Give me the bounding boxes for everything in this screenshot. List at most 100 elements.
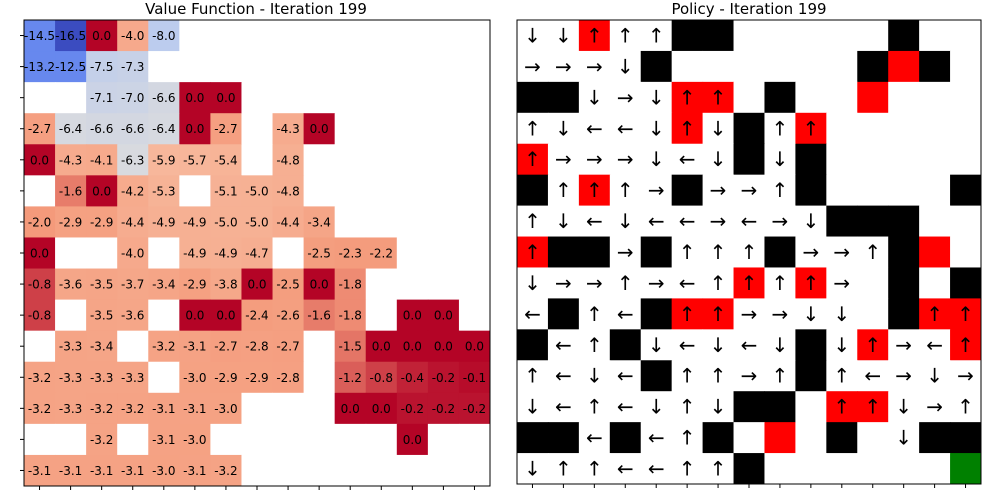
value-cell (365, 330, 398, 363)
policy-cell (733, 267, 765, 299)
value-cell (334, 20, 367, 52)
policy-cell (733, 81, 765, 114)
policy-arrow: → (895, 333, 912, 357)
value-cell (396, 299, 429, 332)
policy-arrow: ← (926, 333, 943, 357)
policy-cell (609, 360, 642, 392)
policy-cell (578, 453, 611, 485)
policy-cell (702, 360, 735, 392)
value-cell (272, 268, 305, 301)
value-cell (396, 268, 429, 301)
value-cell (117, 175, 149, 207)
policy-cell (640, 205, 673, 238)
wall-cell (702, 20, 735, 52)
policy-cell (671, 267, 704, 299)
value-label: 0.0 (185, 309, 204, 323)
policy-arrow: ↑ (679, 364, 696, 388)
value-cell (117, 392, 149, 425)
policy-grid: ↓ ↓ ↑ ↑ ↑ → → → ↓ ↓ → ↓ ↑ ↑ ↑ ↓ ← ← ↓ ↑ ↓ ↑ ↑ ↑ → → → ↓ ← ↓ ↓ ↑ ↑ ↑ → → → ↑ ↑ ↓… (517, 20, 982, 485)
policy-arrow: ← (648, 209, 665, 233)
policy-cell (950, 112, 982, 145)
value-cell (365, 113, 398, 145)
value-cell (148, 20, 180, 52)
value-label: -3.4 (307, 215, 330, 229)
value-label: 0.0 (403, 340, 422, 354)
value-label: -2.4 (245, 309, 268, 323)
value-label: -3.1 (90, 464, 113, 478)
value-cell (241, 330, 274, 363)
value-cell (427, 392, 460, 425)
value-cell (396, 206, 429, 238)
value-cell (396, 144, 429, 176)
policy-cell (795, 112, 827, 145)
policy-arrow: ↓ (710, 395, 727, 419)
policy-arrow: ↓ (524, 395, 541, 419)
policy-arrow: ↓ (648, 395, 665, 419)
value-label: -0.1 (463, 371, 486, 385)
policy-axes (516, 19, 982, 488)
wall-cell (671, 174, 704, 207)
value-label: -12.5 (55, 60, 86, 74)
value-cell (272, 392, 305, 425)
wall-cell (795, 329, 827, 361)
value-cell (117, 82, 149, 114)
policy-arrow: → (833, 240, 850, 264)
value-cell (334, 330, 367, 363)
value-cell (55, 175, 87, 207)
policy-cell (671, 236, 704, 268)
wall-cell (733, 453, 765, 485)
value-cell (117, 237, 149, 270)
value-cell (210, 299, 242, 332)
policy-arrow: ← (741, 333, 758, 357)
policy-cell (578, 205, 611, 238)
policy-arrow: ↑ (617, 271, 634, 295)
value-cell (117, 454, 149, 487)
policy-cell (826, 112, 858, 145)
value-label: 0.0 (310, 278, 329, 292)
value-cell (24, 423, 56, 456)
value-label: 0.0 (434, 309, 453, 323)
policy-arrow: ← (617, 364, 634, 388)
value-label: 0.0 (185, 122, 204, 136)
value-cell (210, 423, 242, 456)
value-cell (86, 175, 118, 207)
policy-arrow: ← (586, 116, 603, 140)
value-cell (86, 299, 118, 332)
policy-cell (857, 453, 889, 485)
policy-cell (517, 143, 549, 176)
policy-cell (733, 329, 765, 361)
wall-cell (547, 298, 580, 330)
policy-cell (640, 81, 673, 114)
policy-cell (795, 81, 827, 114)
policy-arrow: ↑ (802, 116, 819, 140)
value-cell (55, 361, 87, 394)
value-cell (458, 330, 491, 363)
value-cell (272, 144, 305, 176)
value-label: -0.8 (28, 278, 51, 292)
value-cell (458, 113, 491, 145)
policy-cell (919, 453, 951, 485)
policy-arrow: ↓ (895, 426, 912, 450)
value-cell (365, 454, 398, 487)
policy-cell (609, 174, 642, 207)
policy-cell (857, 236, 889, 268)
value-cell (179, 206, 211, 238)
wall-cell (640, 50, 673, 83)
policy-arrow: ↓ (648, 116, 665, 140)
value-cell (86, 51, 118, 83)
policy-arrow: → (648, 178, 665, 202)
value-cell (365, 20, 398, 52)
value-cell (148, 454, 180, 487)
policy-cell (671, 453, 704, 485)
policy-cell (950, 298, 982, 330)
policy-arrow: ↓ (802, 302, 819, 326)
value-label: -3.0 (183, 371, 206, 385)
value-label: 0.0 (372, 340, 391, 354)
wall-cell (671, 20, 704, 52)
policy-arrow: ← (617, 395, 634, 419)
value-label: -0.8 (370, 371, 393, 385)
policy-arrow: ↑ (772, 116, 789, 140)
value-cell (427, 330, 460, 363)
value-cell (24, 82, 56, 114)
